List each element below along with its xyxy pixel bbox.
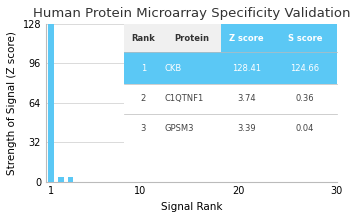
Text: CKB: CKB	[164, 64, 182, 72]
X-axis label: Signal Rank: Signal Rank	[161, 202, 222, 212]
Text: 2: 2	[141, 94, 146, 103]
Bar	[48, 23, 54, 182]
Text: Z score: Z score	[229, 34, 264, 42]
Title: Human Protein Microarray Specificity Validation: Human Protein Microarray Specificity Val…	[33, 7, 350, 20]
Y-axis label: Strength of Signal (Z score): Strength of Signal (Z score)	[7, 31, 17, 175]
Text: 124.66: 124.66	[290, 64, 320, 72]
Text: 3: 3	[141, 124, 146, 133]
Bar	[68, 177, 74, 182]
Text: 0.04: 0.04	[296, 124, 314, 133]
Text: 3.74: 3.74	[237, 94, 256, 103]
Text: C1QTNF1: C1QTNF1	[164, 94, 204, 103]
Text: 128.41: 128.41	[232, 64, 261, 72]
Bar	[58, 177, 64, 182]
Text: GPSM3: GPSM3	[164, 124, 194, 133]
Text: Protein: Protein	[174, 34, 209, 42]
Text: Rank: Rank	[132, 34, 155, 42]
Text: 3.39: 3.39	[237, 124, 256, 133]
Text: S score: S score	[288, 34, 322, 42]
Text: 1: 1	[141, 64, 146, 72]
Text: 0.36: 0.36	[296, 94, 314, 103]
